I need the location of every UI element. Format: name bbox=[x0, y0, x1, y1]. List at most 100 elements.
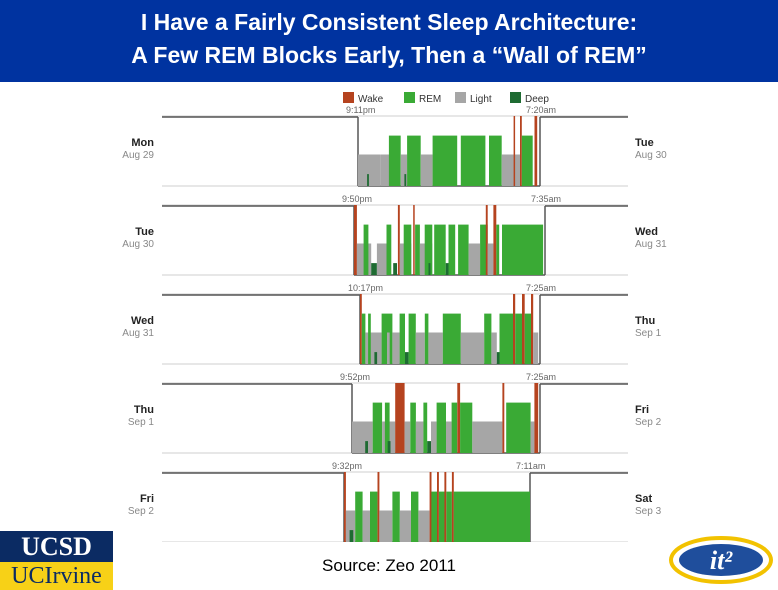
stage-segment-light bbox=[420, 154, 433, 186]
stage-segment-wake bbox=[513, 116, 516, 186]
end-day-label: Tue bbox=[635, 137, 654, 149]
stage-segment-rem bbox=[386, 224, 392, 275]
end-date-label: Sep 1 bbox=[635, 328, 662, 339]
stage-segment-wake bbox=[444, 472, 447, 542]
stage-segment-rem bbox=[489, 135, 502, 186]
stage-segment-light bbox=[428, 332, 443, 364]
stage-segment-wake bbox=[513, 294, 516, 364]
stage-segment-light bbox=[387, 332, 390, 364]
stage-segment-rem bbox=[431, 491, 437, 542]
end-day-label: Sat bbox=[635, 493, 652, 505]
stage-segment-rem bbox=[388, 135, 401, 186]
waketime-label: 7:35am bbox=[531, 194, 561, 204]
stage-segment-rem bbox=[423, 402, 428, 453]
stage-segment-rem bbox=[484, 313, 492, 364]
legend-swatch bbox=[510, 92, 521, 103]
stage-segment-wake bbox=[502, 383, 505, 453]
end-date-label: Aug 30 bbox=[635, 150, 667, 161]
stage-segment-rem bbox=[399, 313, 405, 364]
uci-logo: UCIrvine bbox=[0, 562, 113, 590]
stage-segment-light bbox=[533, 332, 539, 364]
stage-segment-light bbox=[404, 421, 411, 453]
stage-segment-rem bbox=[372, 402, 383, 453]
start-date-label: Aug 29 bbox=[122, 150, 154, 161]
stage-segment-deep bbox=[393, 263, 397, 275]
stage-segment-deep bbox=[349, 530, 354, 542]
stage-segment-wake bbox=[520, 116, 522, 186]
stage-segment-light bbox=[400, 154, 408, 186]
stage-segment-deep bbox=[365, 441, 368, 453]
stage-segment-rem bbox=[410, 402, 416, 453]
start-day-label: Thu bbox=[134, 404, 154, 416]
stage-segment-light bbox=[460, 332, 485, 364]
stage-segment-rem bbox=[438, 491, 445, 542]
stage-segment-light bbox=[365, 332, 382, 364]
ucsd-logo: UCSD bbox=[0, 531, 113, 562]
legend-label: Deep bbox=[525, 94, 549, 105]
stage-segment-wake bbox=[397, 205, 400, 275]
end-day-label: Fri bbox=[635, 404, 649, 416]
waketime-label: 7:20am bbox=[526, 105, 556, 115]
stage-segment-wake bbox=[429, 472, 432, 542]
stage-segment-wake bbox=[531, 294, 534, 364]
stage-segment-rem bbox=[458, 224, 469, 275]
stage-segment-light bbox=[468, 243, 481, 275]
stage-segment-light bbox=[446, 421, 452, 453]
stage-segment-rem bbox=[446, 491, 452, 542]
stage-segment-rem bbox=[506, 402, 531, 453]
stage-segment-light bbox=[380, 154, 389, 186]
stage-segment-wake bbox=[522, 294, 525, 364]
stage-segment-light bbox=[345, 510, 356, 542]
stage-segment-wake bbox=[354, 205, 357, 275]
stage-segment-deep bbox=[496, 352, 500, 364]
stage-segment-rem bbox=[384, 402, 390, 453]
it2-logo-text: it² bbox=[710, 546, 733, 575]
bedtime-label: 9:32pm bbox=[332, 461, 362, 471]
stage-segment-light bbox=[501, 154, 520, 186]
stage-segment-light bbox=[376, 243, 387, 275]
stage-segment-rem bbox=[415, 224, 420, 275]
stage-segment-wake bbox=[437, 472, 439, 542]
stage-segment-rem bbox=[515, 313, 522, 364]
end-day-label: Thu bbox=[635, 315, 655, 327]
waketime-label: 7:25am bbox=[526, 283, 556, 293]
stage-segment-deep bbox=[427, 441, 431, 453]
stage-segment-rem bbox=[411, 491, 419, 542]
stage-segment-rem bbox=[424, 224, 433, 275]
stage-segment-rem bbox=[448, 224, 456, 275]
stage-segment-rem bbox=[521, 135, 533, 186]
title-bar: I Have a Fairly Consistent Sleep Archite… bbox=[0, 0, 778, 82]
stage-segment-deep bbox=[367, 174, 369, 186]
stage-segment-light bbox=[530, 421, 535, 453]
legend-label: Light bbox=[470, 94, 492, 105]
stage-segment-rem bbox=[361, 313, 366, 364]
stage-segment-deep bbox=[371, 263, 377, 275]
stage-segment-light bbox=[379, 510, 393, 542]
start-day-label: Mon bbox=[131, 137, 154, 149]
stage-segment-deep bbox=[428, 263, 431, 275]
stage-segment-rem bbox=[368, 313, 371, 364]
stage-segment-wake bbox=[451, 472, 454, 542]
legend-swatch bbox=[343, 92, 354, 103]
end-date-label: Sep 3 bbox=[635, 506, 662, 517]
stage-segment-deep bbox=[404, 174, 407, 186]
stage-segment-rem bbox=[460, 402, 473, 453]
start-date-label: Aug 30 bbox=[122, 239, 154, 250]
stage-segment-rem bbox=[502, 224, 544, 275]
stage-segment-wake bbox=[493, 205, 497, 275]
title-line-1: I Have a Fairly Consistent Sleep Archite… bbox=[140, 9, 638, 35]
stage-segment-deep bbox=[445, 263, 449, 275]
stage-segment-rem bbox=[436, 402, 446, 453]
legend-swatch bbox=[455, 92, 466, 103]
stage-segment-wake bbox=[534, 383, 539, 453]
bedtime-label: 9:50pm bbox=[342, 194, 372, 204]
waketime-label: 7:11am bbox=[516, 461, 545, 471]
stage-segment-rem bbox=[403, 224, 412, 275]
stage-segment-wake bbox=[360, 294, 362, 364]
stage-segment-light bbox=[418, 510, 430, 542]
title-line-2: A Few REM Blocks Early, Then a “Wall of … bbox=[131, 42, 647, 68]
stage-segment-wake bbox=[344, 472, 346, 542]
bedtime-label: 9:11pm bbox=[346, 105, 375, 115]
legend-label: Wake bbox=[358, 94, 384, 105]
stage-segment-wake bbox=[534, 116, 538, 186]
